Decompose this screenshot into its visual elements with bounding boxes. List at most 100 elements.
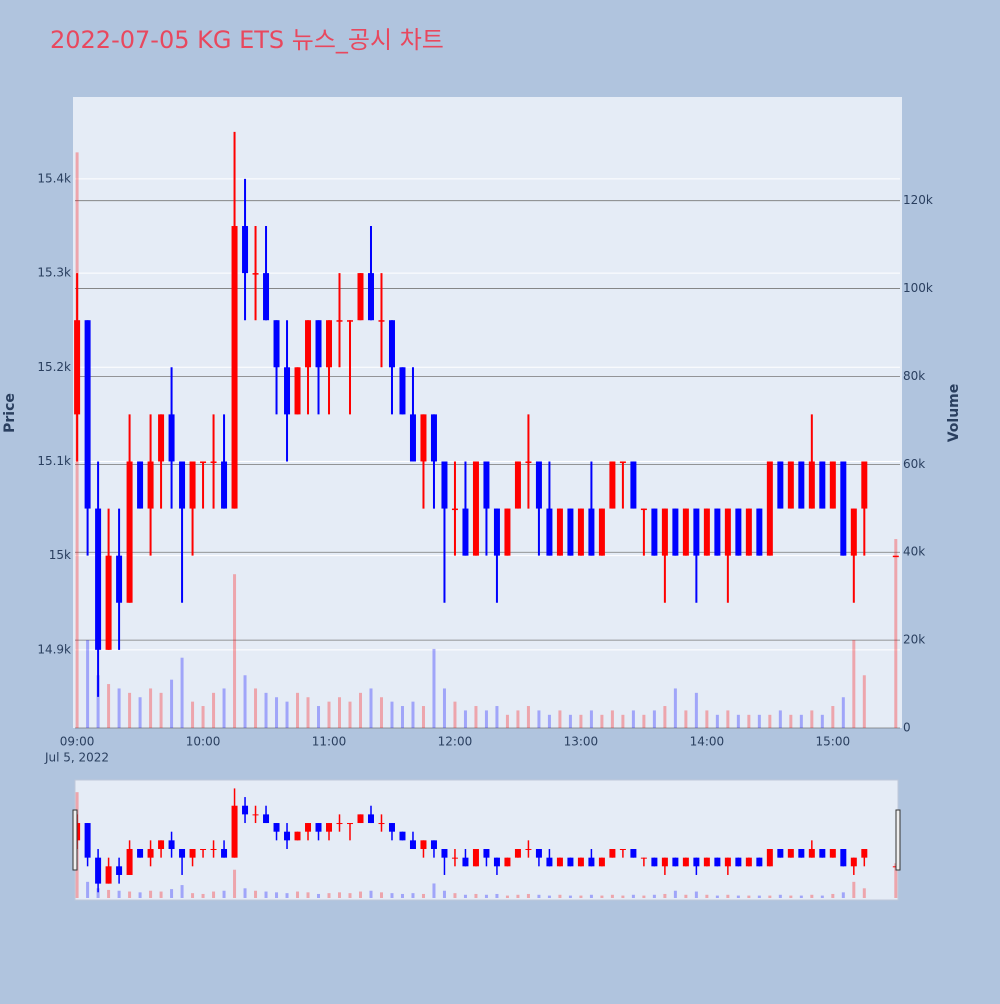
slider-candle-body	[483, 849, 490, 858]
y-tick-label: 15.3k	[37, 266, 71, 280]
candle-body	[378, 320, 385, 322]
slider-candle-body	[493, 857, 500, 867]
slider-volume-bar	[673, 890, 677, 898]
slider-candle-body	[472, 849, 479, 867]
slider-candle-body	[126, 849, 133, 875]
y2-tick-label: 60k	[903, 457, 925, 471]
volume-bar	[589, 710, 593, 728]
slider-volume-bar	[264, 891, 268, 898]
slider-candle-body	[430, 840, 437, 850]
slider-volume-bar	[338, 892, 342, 898]
slider-volume-bar	[726, 894, 730, 898]
slider-candle-body	[95, 857, 102, 884]
candle-body	[284, 367, 291, 415]
plot-area	[73, 97, 902, 728]
slider-volume-bar	[285, 893, 289, 898]
slider-candle-body	[242, 805, 249, 815]
candle-body	[504, 508, 511, 556]
slider-candle-body	[777, 849, 784, 858]
slider-candle-body	[661, 857, 668, 867]
volume-bar	[358, 692, 362, 728]
slider-volume-bar	[275, 892, 279, 898]
volume-bar	[736, 714, 740, 728]
volume-bar	[600, 714, 604, 728]
volume-bar	[327, 701, 331, 728]
candle-body	[798, 461, 805, 509]
slider-candle-body	[305, 823, 312, 832]
slider-candle-body	[556, 857, 563, 867]
slider-candle-body	[84, 823, 91, 858]
volume-bar	[621, 714, 625, 728]
slider-candle-body	[630, 849, 637, 858]
candle-body	[714, 508, 721, 556]
volume-bar	[212, 692, 216, 728]
volume-bar	[306, 697, 310, 728]
slider-handle	[72, 809, 78, 871]
slider-candle-body	[147, 849, 154, 858]
candle-body	[598, 508, 605, 556]
candle-body	[137, 461, 144, 509]
candle-body	[168, 414, 175, 462]
volume-bar	[694, 692, 698, 728]
slider-volume-bar	[180, 885, 184, 898]
slider-candle-body	[861, 849, 868, 858]
slider-volume-bar	[621, 895, 625, 898]
candle-body	[200, 461, 207, 463]
candle-body	[766, 461, 773, 556]
slider-volume-bar	[411, 893, 415, 898]
slider-volume-bar	[96, 888, 100, 898]
candle-body	[231, 226, 238, 509]
chart-title: 2022-07-05 KG ETS 뉴스_공시 차트	[50, 26, 444, 54]
slider-volume-bar	[233, 869, 237, 898]
volume-bar	[610, 710, 614, 728]
slider-candle-body	[462, 857, 469, 867]
y-tick-label: 15.4k	[37, 171, 71, 185]
candle-body	[126, 461, 133, 603]
volume-bar	[369, 688, 373, 728]
slider-volume-bar	[705, 894, 709, 898]
candle-body	[829, 461, 836, 509]
volume-bar	[820, 714, 824, 728]
slider-volume-bar	[379, 892, 383, 898]
candle-body	[567, 508, 574, 556]
slider-volume-bar	[400, 893, 404, 898]
slider-volume-bar	[558, 894, 562, 898]
slider-volume-bar	[296, 891, 300, 898]
candle-body	[756, 508, 763, 556]
slider-candle-body	[745, 857, 752, 867]
slider-volume-bar	[820, 895, 824, 898]
volume-bar	[421, 706, 425, 728]
slider-volume-bar	[138, 892, 142, 898]
slider-volume-bar	[358, 891, 362, 898]
candle-body	[651, 508, 658, 556]
volume-bar	[684, 710, 688, 728]
slider-volume-bar	[684, 894, 688, 898]
slider-volume-bar	[159, 891, 163, 898]
volume-bar	[705, 710, 709, 728]
x-tick-label: 15:00	[816, 735, 851, 749]
volume-bar	[201, 706, 205, 728]
slider-candle-body	[336, 823, 343, 825]
candle-body	[619, 461, 626, 463]
slider-volume-bar	[747, 895, 751, 898]
volume-bar	[96, 675, 100, 728]
slider-volume-bar	[589, 894, 593, 898]
volume-bar	[516, 710, 520, 728]
slider-volume-bar	[768, 895, 772, 898]
volume-bar	[768, 714, 772, 728]
volume-bar	[715, 714, 719, 728]
candle-body	[556, 508, 563, 556]
slider-handle	[895, 809, 901, 871]
slider-candle-body	[137, 849, 144, 858]
volume-bar	[778, 710, 782, 728]
volume-bar	[537, 710, 541, 728]
candle-body	[305, 320, 312, 368]
slider-candle-body	[735, 857, 742, 867]
slider-volume-bar	[568, 895, 572, 898]
candle-body	[682, 508, 689, 556]
slider-volume-bar	[862, 888, 866, 898]
candle-body	[703, 508, 710, 556]
x-tick-label: 09:00	[60, 735, 95, 749]
slider-candle-body	[682, 857, 689, 867]
y2-tick-label: 100k	[903, 281, 933, 295]
